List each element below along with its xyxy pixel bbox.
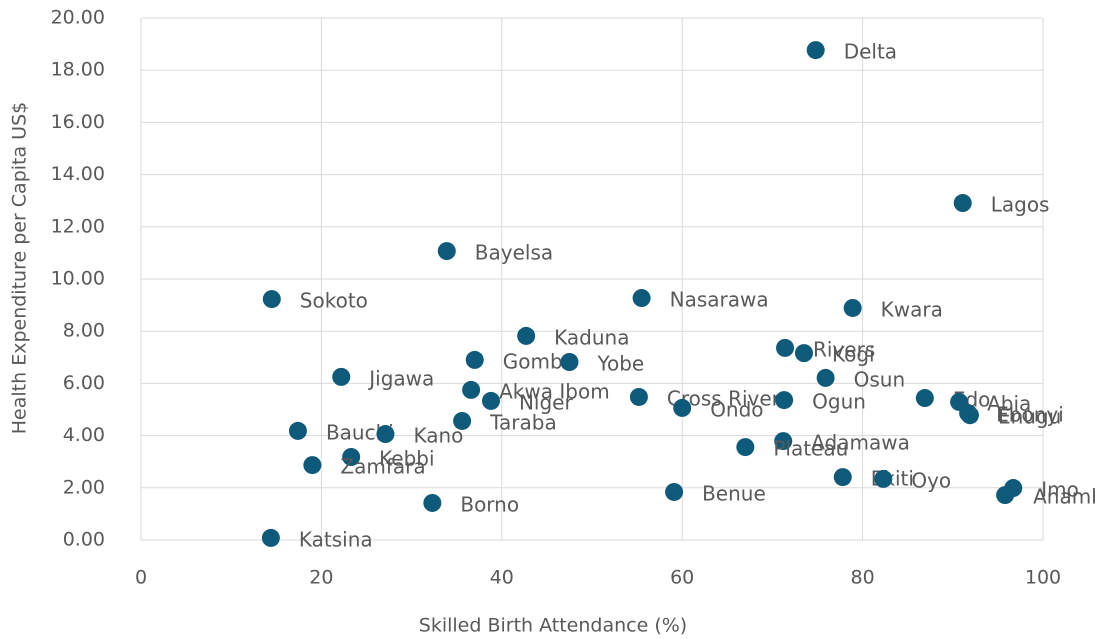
point (629, 387, 648, 406)
point (843, 298, 862, 317)
y-tick-label: 10.00 (51, 268, 105, 290)
x-tick-label: 20 (309, 567, 333, 589)
y-tick-label: 8.00 (63, 320, 105, 342)
x-tick-label: 0 (135, 567, 147, 589)
point (774, 432, 793, 451)
point (462, 380, 481, 399)
x-axis-title: Skilled Birth Attendance (%) (419, 615, 687, 637)
point-label: Kogi (832, 343, 875, 367)
point-label: Rivers (813, 337, 875, 361)
y-tick-label: 14.00 (51, 163, 105, 185)
point-label: Delta (844, 40, 897, 64)
point-label: Kebbi (379, 447, 434, 471)
y-tick-label: 20.00 (51, 7, 105, 29)
point (517, 326, 536, 345)
x-tick-label: 60 (670, 567, 694, 589)
point-label: Yobe (596, 351, 644, 375)
point (736, 438, 755, 457)
point-label: Jigawa (367, 366, 434, 390)
point-label: Zamfara (340, 455, 425, 479)
point (665, 482, 684, 501)
point-label: Akwa Ibom (499, 379, 610, 403)
point (794, 344, 813, 363)
point (303, 456, 322, 475)
point-label: Sokoto (300, 289, 368, 313)
point (776, 338, 795, 357)
point (915, 389, 934, 408)
point-label: Adamawa (811, 431, 910, 455)
point-label: Lagos (991, 193, 1050, 217)
point (332, 367, 351, 386)
point (288, 421, 307, 440)
point-label: Kwara (881, 297, 943, 321)
point (261, 528, 280, 547)
point (953, 194, 972, 213)
point-label: Abia (987, 391, 1031, 415)
point-label: Kaduna (554, 325, 629, 349)
point-label: Ebonyi (996, 403, 1064, 427)
point (775, 391, 794, 410)
y-tick-label: 6.00 (63, 372, 105, 394)
point-label: Osun (854, 367, 906, 391)
point-label: Imo (1041, 478, 1079, 502)
point (262, 290, 281, 309)
point-label: Oyo (911, 468, 951, 492)
point (816, 368, 835, 387)
point-label: Niger (519, 390, 574, 414)
point-label: Kano (413, 424, 463, 448)
point (960, 406, 979, 425)
point (806, 41, 825, 60)
point-label: Benue (702, 481, 766, 505)
x-tick-label: 80 (851, 567, 875, 589)
point-label: Taraba (489, 410, 557, 434)
point-label: Bayelsa (475, 241, 553, 265)
point (632, 289, 651, 308)
point (673, 398, 692, 417)
y-tick-label: 18.00 (51, 59, 105, 81)
point-label: Anambra (1033, 485, 1095, 509)
point-label: Ondo (710, 397, 763, 421)
point (560, 352, 579, 371)
y-axis-title: Health Expenditure per Capita US$ (9, 102, 31, 434)
point (481, 391, 500, 410)
point (437, 242, 456, 261)
point-label: Borno (460, 492, 519, 516)
x-tick-label: 100 (1025, 567, 1061, 589)
y-tick-label: 0.00 (63, 529, 105, 551)
point (465, 350, 484, 369)
x-tick-label: 40 (490, 567, 514, 589)
point (996, 486, 1015, 505)
point-label: Enugu (998, 405, 1061, 429)
point (423, 493, 442, 512)
point (833, 468, 852, 487)
point (342, 448, 361, 467)
point-label: Ogun (812, 390, 866, 414)
point-label: Plateau (773, 437, 848, 461)
point (874, 469, 893, 488)
y-tick-label: 12.00 (51, 215, 105, 237)
point (376, 425, 395, 444)
y-tick-label: 2.00 (63, 476, 105, 498)
point (453, 411, 472, 430)
y-tick-label: 16.00 (51, 111, 105, 133)
point-label: Katsina (299, 527, 373, 551)
y-tick-label: 4.00 (63, 424, 105, 446)
point-label: Nasarawa (670, 288, 769, 312)
